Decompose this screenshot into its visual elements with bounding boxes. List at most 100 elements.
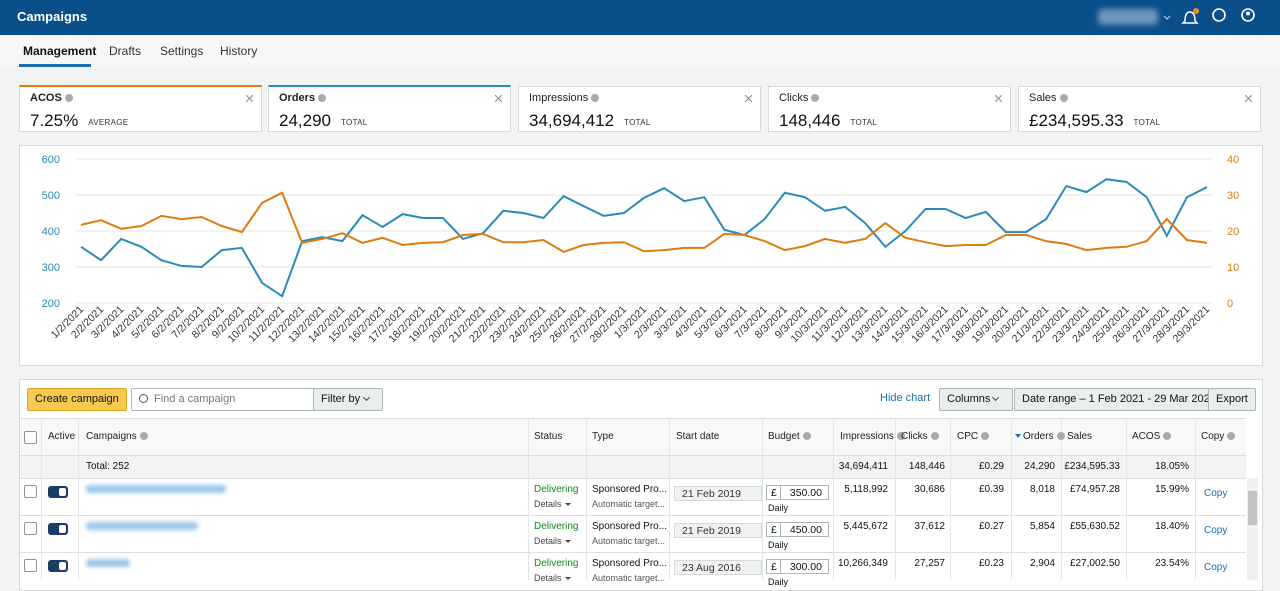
status: Delivering <box>534 484 579 495</box>
budget-input[interactable]: £350.00 <box>766 485 829 500</box>
start-date: 23 Aug 2016 <box>674 560 762 575</box>
column-header[interactable]: Campaigns <box>86 431 148 442</box>
impressions: 5,118,992 <box>844 484 888 495</box>
info-icon <box>139 432 148 440</box>
column-header[interactable]: Clicks <box>901 431 939 442</box>
search-icon <box>139 394 148 403</box>
caret <box>564 540 571 543</box>
column-header[interactable]: Copy <box>1201 431 1236 442</box>
row-checkbox[interactable] <box>24 485 37 498</box>
account-name[interactable] <box>1098 9 1158 25</box>
hide-chart-link[interactable]: Hide chart <box>880 392 931 404</box>
orders: 8,018 <box>1029 484 1055 495</box>
currency: £ <box>771 524 777 536</box>
column-header[interactable]: Start date <box>676 431 720 442</box>
total-clicks: 148,446 <box>908 461 945 472</box>
table-panel <box>19 379 1263 591</box>
columns-button[interactable]: Columns <box>939 388 1014 411</box>
metric-card[interactable]: Clicks 148,446 TOTAL <box>768 86 1011 132</box>
row-checkbox[interactable] <box>24 559 37 572</box>
sales: £27,002.50 <box>1069 558 1120 569</box>
metric-card[interactable]: Impressions 34,694,412 TOTAL <box>518 86 761 132</box>
column-header[interactable]: Type <box>592 431 614 442</box>
search-input[interactable]: Find a campaign <box>131 388 320 411</box>
column-header[interactable]: Sales <box>1067 431 1093 442</box>
select-all-checkbox[interactable] <box>24 431 37 444</box>
column-header[interactable]: ACOS <box>1132 431 1172 442</box>
row-checkbox[interactable] <box>24 522 37 535</box>
details-link[interactable]: Details <box>534 573 571 583</box>
copy-link[interactable]: Copy <box>1204 562 1228 573</box>
column-divider <box>1061 418 1062 580</box>
tab[interactable]: Management <box>23 44 97 58</box>
y2-tick-label: 20 <box>1227 226 1239 238</box>
y2-tick-label: 0 <box>1227 298 1233 310</box>
metric-card[interactable]: Orders 24,290 TOTAL <box>268 85 511 132</box>
active-tab-indicator <box>19 64 91 67</box>
close-icon[interactable] <box>994 91 1003 103</box>
profile-head <box>1246 11 1250 16</box>
chart: 2003004005006000102030401/2/20212/2/2021… <box>42 154 1240 345</box>
close-glyph <box>994 94 1003 103</box>
tab[interactable]: Settings <box>160 44 204 58</box>
metric-label: Impressions <box>529 92 600 104</box>
profile-icon[interactable] <box>1241 8 1255 22</box>
campaign-name[interactable] <box>86 559 130 567</box>
metric-value: £234,595.33 <box>1029 111 1124 130</box>
tab[interactable]: History <box>220 44 258 58</box>
total-impressions: 34,694,411 <box>838 461 888 472</box>
tab[interactable]: Drafts <box>109 44 142 58</box>
total-sales: £234,595.33 <box>1064 461 1120 472</box>
metric-label: Clicks <box>779 92 820 104</box>
export-button[interactable]: Export <box>1208 388 1256 411</box>
budget-input[interactable]: £450.00 <box>766 522 829 537</box>
column-header[interactable]: Status <box>534 431 563 442</box>
active-toggle[interactable] <box>48 560 68 572</box>
account-caret[interactable] <box>1163 15 1171 20</box>
details-link[interactable]: Details <box>534 499 571 509</box>
date-range-button[interactable]: Date range – 1 Feb 2021 - 29 Mar 2021 <box>1014 388 1224 411</box>
notifications-icon[interactable] <box>1181 11 1199 24</box>
currency: £ <box>771 561 777 573</box>
close-icon[interactable] <box>1244 91 1253 103</box>
column-header[interactable]: CPC <box>957 431 990 442</box>
y2-tick-label: 10 <box>1227 262 1239 274</box>
campaign-name[interactable] <box>86 522 198 530</box>
tab-bar: Management Drafts Settings History <box>0 35 1280 68</box>
orders: 5,854 <box>1029 521 1055 532</box>
metric-kind: TOTAL <box>341 118 368 127</box>
column-header[interactable]: Impressions <box>840 431 905 442</box>
close-icon[interactable] <box>744 91 753 103</box>
column-divider <box>762 418 763 580</box>
metric-card[interactable]: ACOS 7.25% AVERAGE <box>19 85 262 132</box>
filter-button[interactable]: Filter by <box>313 388 384 411</box>
create-campaign-button[interactable]: Create campaign <box>27 388 127 411</box>
budget-period: Daily <box>768 540 789 550</box>
data-line <box>80 178 1208 298</box>
budget-input[interactable]: £300.00 <box>766 559 829 574</box>
column-divider <box>950 418 951 580</box>
close-icon[interactable] <box>245 91 254 103</box>
metric-card[interactable]: Sales £234,595.33 TOTAL <box>1018 86 1261 132</box>
active-toggle[interactable] <box>48 523 68 535</box>
close-icon[interactable] <box>494 91 503 103</box>
column-header[interactable]: Orders <box>1023 431 1065 442</box>
y-tick-label: 300 <box>42 262 60 274</box>
help-icon[interactable] <box>1212 8 1226 22</box>
metric-value: 148,446 <box>779 111 841 130</box>
type: Sponsored Pro... <box>592 558 668 569</box>
info-icon <box>1056 432 1065 440</box>
active-toggle[interactable] <box>48 486 68 498</box>
column-header[interactable]: Active <box>48 431 76 442</box>
copy-link[interactable]: Copy <box>1204 488 1228 499</box>
info-icon <box>811 94 820 102</box>
notification-dot <box>1193 8 1199 14</box>
data-line <box>80 191 1208 253</box>
campaign-name[interactable] <box>86 485 226 493</box>
copy-link[interactable]: Copy <box>1204 525 1228 536</box>
details-link[interactable]: Details <box>534 536 571 546</box>
total-orders: 24,290 <box>1024 461 1055 472</box>
column-header[interactable]: Budget <box>768 431 811 442</box>
impressions: 10,266,349 <box>837 558 888 569</box>
metric-kind: TOTAL <box>1133 118 1161 127</box>
